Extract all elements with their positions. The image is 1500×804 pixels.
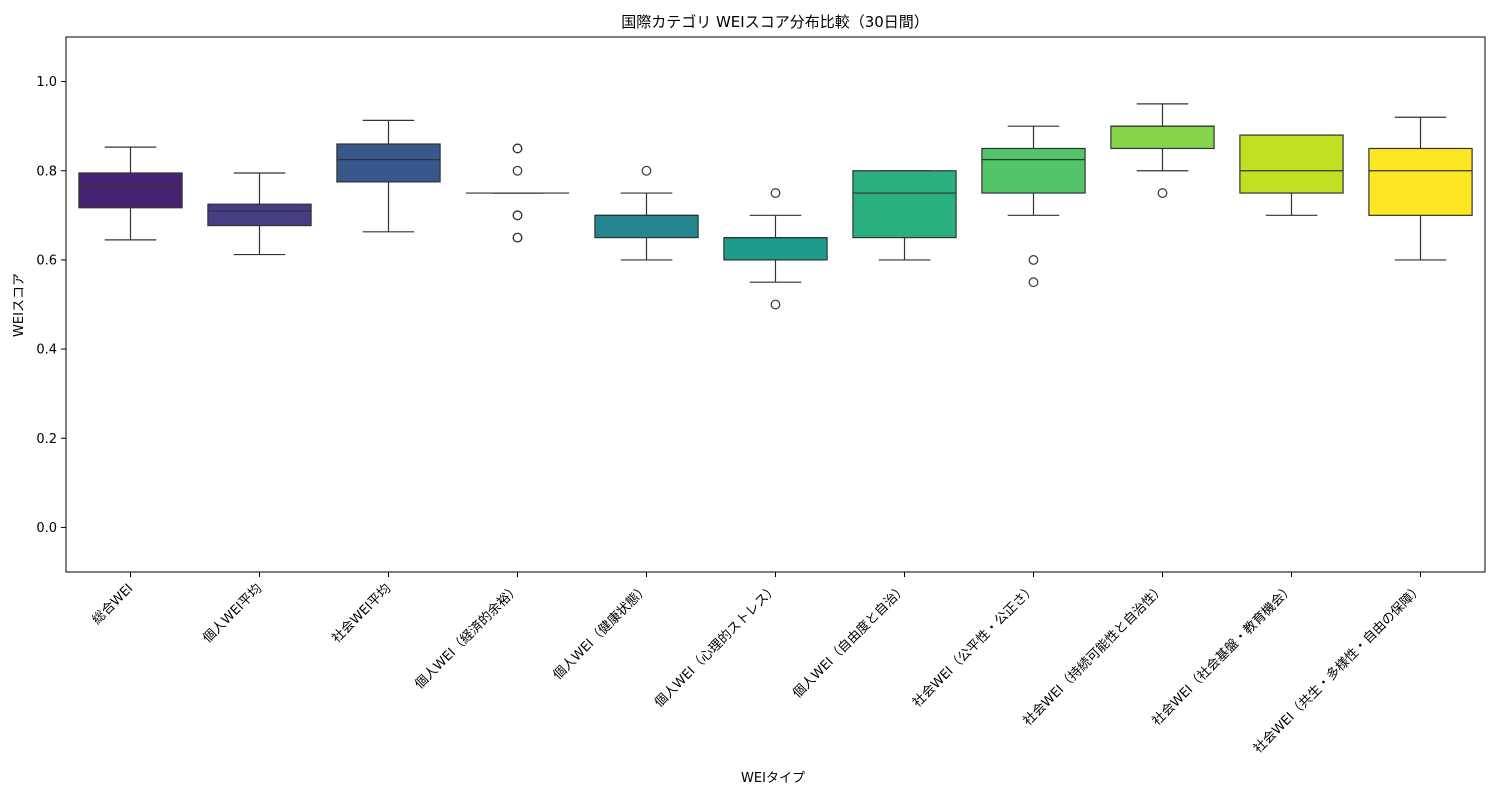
outlier-point: [1028, 255, 1039, 265]
x-tick-label: 個人WEI（心理的ストレス）: [651, 581, 781, 711]
x-axis: 総合WEI 個人WEI平均 社会WEI平均 個人WEI（経済的余裕） 個人WEI（健康状…: [90, 572, 1426, 757]
box-9: [1110, 103, 1215, 198]
box-8: [981, 125, 1086, 288]
box-body: [1239, 134, 1344, 194]
box-6: [723, 188, 828, 310]
box-body: [1110, 125, 1215, 150]
y-tick-label: 0.8: [36, 164, 57, 179]
x-axis-label: WEIタイプ: [741, 771, 805, 786]
box-series: [78, 103, 1473, 310]
x-tick-label: 個人WEI平均: [200, 581, 265, 646]
outlier-point: [770, 299, 781, 310]
y-tick-label: 0.6: [36, 253, 57, 268]
box-body: [852, 170, 957, 239]
box-body: [207, 203, 312, 227]
x-tick-label: 社会WEI平均: [329, 581, 395, 647]
outlier-point: [1157, 188, 1168, 198]
outlier-point: [512, 232, 523, 243]
y-axis-label: WEIスコア: [12, 273, 27, 337]
x-tick-label: 個人WEI（経済的余裕）: [412, 581, 524, 693]
x-tick-label: 社会WEI（社会基盤・教育機会）: [1149, 581, 1297, 729]
box-1: [78, 146, 183, 241]
box-body: [336, 143, 441, 183]
box-body: [981, 147, 1086, 194]
box-7: [852, 170, 957, 261]
outlier-point: [1028, 277, 1039, 288]
y-tick-label: 0.0: [36, 521, 57, 536]
y-axis: 0.0 0.2 0.4 0.6 0.8 1.0: [36, 75, 66, 536]
x-tick-label: 個人WEI（自由度と自治）: [789, 581, 910, 702]
outlier-point: [641, 165, 652, 176]
x-tick-label: 総合WEI: [90, 581, 137, 628]
box-body: [594, 214, 699, 239]
x-tick-label: 個人WEI（健康状態）: [550, 581, 652, 683]
box-4: [465, 143, 570, 243]
box-11: [1368, 116, 1473, 261]
x-tick-label: 社会WEI（公平性・公正さ）: [909, 581, 1039, 711]
y-tick-label: 1.0: [36, 75, 57, 90]
outlier-point: [512, 143, 523, 154]
box-2: [207, 172, 312, 256]
y-tick-label: 0.2: [36, 432, 57, 447]
box-body: [78, 172, 183, 209]
box-5: [594, 165, 699, 261]
outlier-point: [770, 188, 781, 198]
box-10: [1239, 134, 1344, 216]
outlier-point: [512, 210, 523, 221]
chart-title: 国際カテゴリ WEIスコア分布比較（30日間）: [621, 13, 929, 31]
box-body: [1368, 147, 1473, 216]
y-tick-label: 0.4: [36, 343, 57, 358]
x-tick-label: 社会WEI（持続可能性と自治性）: [1020, 581, 1168, 729]
box-3: [336, 119, 441, 233]
outlier-point: [512, 165, 523, 176]
box-body: [723, 237, 828, 261]
plot-frame: [65, 36, 1486, 573]
